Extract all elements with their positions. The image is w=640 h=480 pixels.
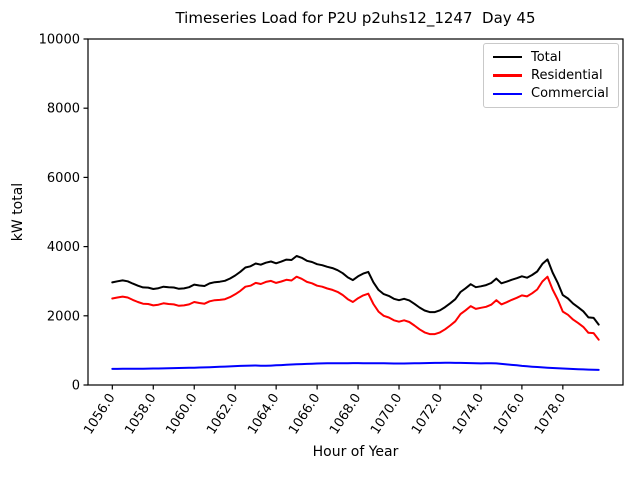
series-line-commercial xyxy=(111,361,600,371)
legend-line-residential xyxy=(493,74,522,77)
x-tick-label: 1060.0 xyxy=(163,391,200,437)
y-tick-label: 4000 xyxy=(47,240,80,255)
legend: Total Residential Commercial xyxy=(483,43,619,108)
y-tick-label: 2000 xyxy=(47,309,80,324)
x-tick-label: 1066.0 xyxy=(286,391,323,437)
axes-spines xyxy=(87,38,624,386)
x-tick-label: 1058.0 xyxy=(122,391,159,437)
legend-line-commercial xyxy=(493,92,522,96)
legend-label-total: Total xyxy=(531,49,562,65)
chart-title: Timeseries Load for P2U p2uhs12_1247 Day… xyxy=(175,9,536,27)
x-tick-label: 1076.0 xyxy=(491,391,528,437)
y-tick-label: 10000 xyxy=(39,33,80,48)
x-tick-label: 1070.0 xyxy=(368,391,405,437)
x-tick-label: 1074.0 xyxy=(450,391,487,437)
x-tick-label: 1064.0 xyxy=(245,391,282,437)
y-axis-label: kW total xyxy=(10,182,27,242)
legend-label-residential: Residential xyxy=(531,67,603,83)
legend-line-total xyxy=(493,55,522,59)
legend-item-commercial: Commercial xyxy=(493,87,609,100)
series-line-total xyxy=(111,255,600,326)
x-tick-label: 1068.0 xyxy=(327,391,364,437)
legend-item-total: Total xyxy=(493,51,609,64)
x-tick-label: 1062.0 xyxy=(204,391,241,437)
x-axis-label: Hour of Year xyxy=(312,444,399,460)
x-tick-label: 1056.0 xyxy=(81,391,118,437)
legend-item-residential: Residential xyxy=(493,69,609,82)
y-tick-label: 8000 xyxy=(47,102,80,117)
x-tick-label: 1072.0 xyxy=(409,391,446,437)
series-line-residential xyxy=(111,275,600,341)
x-tick-label: 1078.0 xyxy=(532,391,569,437)
y-tick-label: 0 xyxy=(72,379,80,394)
legend-label-commercial: Commercial xyxy=(531,86,609,102)
y-tick-label: 6000 xyxy=(47,171,80,186)
y-axis-label-wrap: kW total xyxy=(0,39,36,385)
